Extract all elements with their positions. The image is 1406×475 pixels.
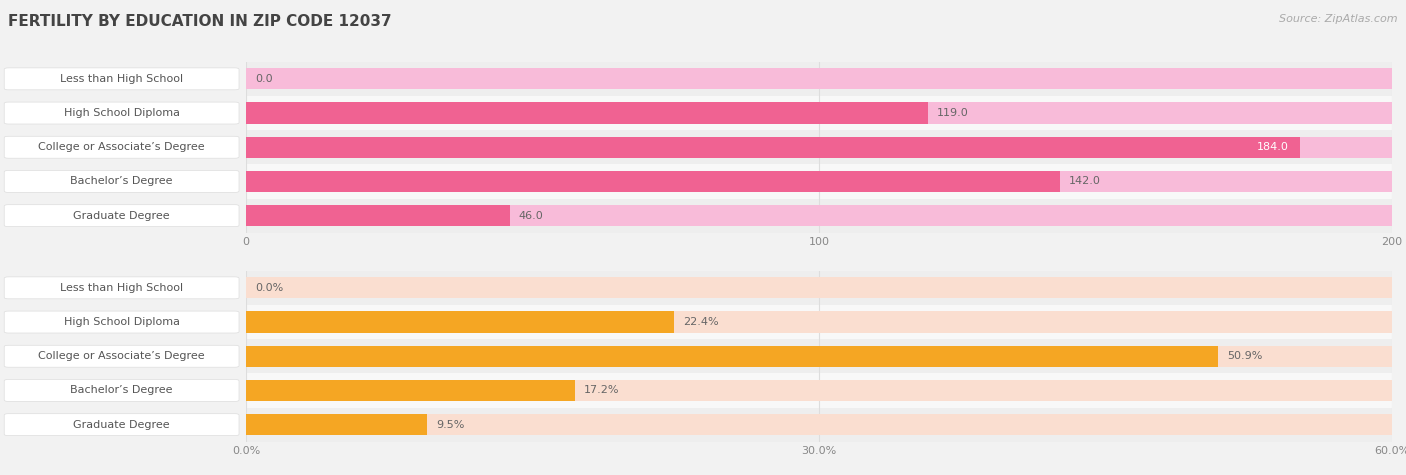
Bar <box>246 130 1392 164</box>
Bar <box>246 305 1392 339</box>
Text: 0.0%: 0.0% <box>256 283 284 293</box>
Bar <box>246 103 928 124</box>
Bar <box>246 171 1060 192</box>
Bar <box>246 339 1392 373</box>
Bar <box>246 346 1392 367</box>
Bar <box>246 277 1392 298</box>
Bar <box>246 199 1392 233</box>
Text: Bachelor’s Degree: Bachelor’s Degree <box>70 176 173 187</box>
Bar <box>246 312 673 332</box>
Bar <box>246 414 1392 435</box>
Text: FERTILITY BY EDUCATION IN ZIP CODE 12037: FERTILITY BY EDUCATION IN ZIP CODE 12037 <box>8 14 392 29</box>
Text: 46.0: 46.0 <box>519 210 544 221</box>
Text: Bachelor’s Degree: Bachelor’s Degree <box>70 385 173 396</box>
Bar <box>246 96 1392 130</box>
Bar <box>246 171 1392 192</box>
Bar <box>246 408 1392 442</box>
Text: 184.0: 184.0 <box>1257 142 1289 152</box>
Bar <box>246 205 509 226</box>
Text: 0.0: 0.0 <box>256 74 273 84</box>
Text: 22.4%: 22.4% <box>683 317 718 327</box>
Text: College or Associate’s Degree: College or Associate’s Degree <box>38 351 205 361</box>
Text: Less than High School: Less than High School <box>60 74 183 84</box>
Bar <box>246 137 1301 158</box>
Text: 119.0: 119.0 <box>936 108 969 118</box>
Text: 17.2%: 17.2% <box>583 385 619 396</box>
Text: Source: ZipAtlas.com: Source: ZipAtlas.com <box>1279 14 1398 24</box>
Text: College or Associate’s Degree: College or Associate’s Degree <box>38 142 205 152</box>
Text: Less than High School: Less than High School <box>60 283 183 293</box>
Text: High School Diploma: High School Diploma <box>63 108 180 118</box>
Text: High School Diploma: High School Diploma <box>63 317 180 327</box>
Bar <box>246 271 1392 305</box>
Bar <box>246 346 1218 367</box>
Bar <box>246 137 1392 158</box>
Text: 50.9%: 50.9% <box>1227 351 1263 361</box>
Bar <box>246 414 427 435</box>
Bar <box>246 103 1392 124</box>
Bar <box>246 205 1392 226</box>
Bar <box>246 312 1392 332</box>
Text: Graduate Degree: Graduate Degree <box>73 210 170 221</box>
Bar <box>246 373 1392 408</box>
Bar <box>246 68 1392 89</box>
Text: 142.0: 142.0 <box>1069 176 1101 187</box>
Bar <box>246 380 575 401</box>
Bar <box>246 164 1392 199</box>
Bar <box>246 380 1392 401</box>
Bar <box>246 62 1392 96</box>
Text: Graduate Degree: Graduate Degree <box>73 419 170 430</box>
Text: 9.5%: 9.5% <box>437 419 465 430</box>
